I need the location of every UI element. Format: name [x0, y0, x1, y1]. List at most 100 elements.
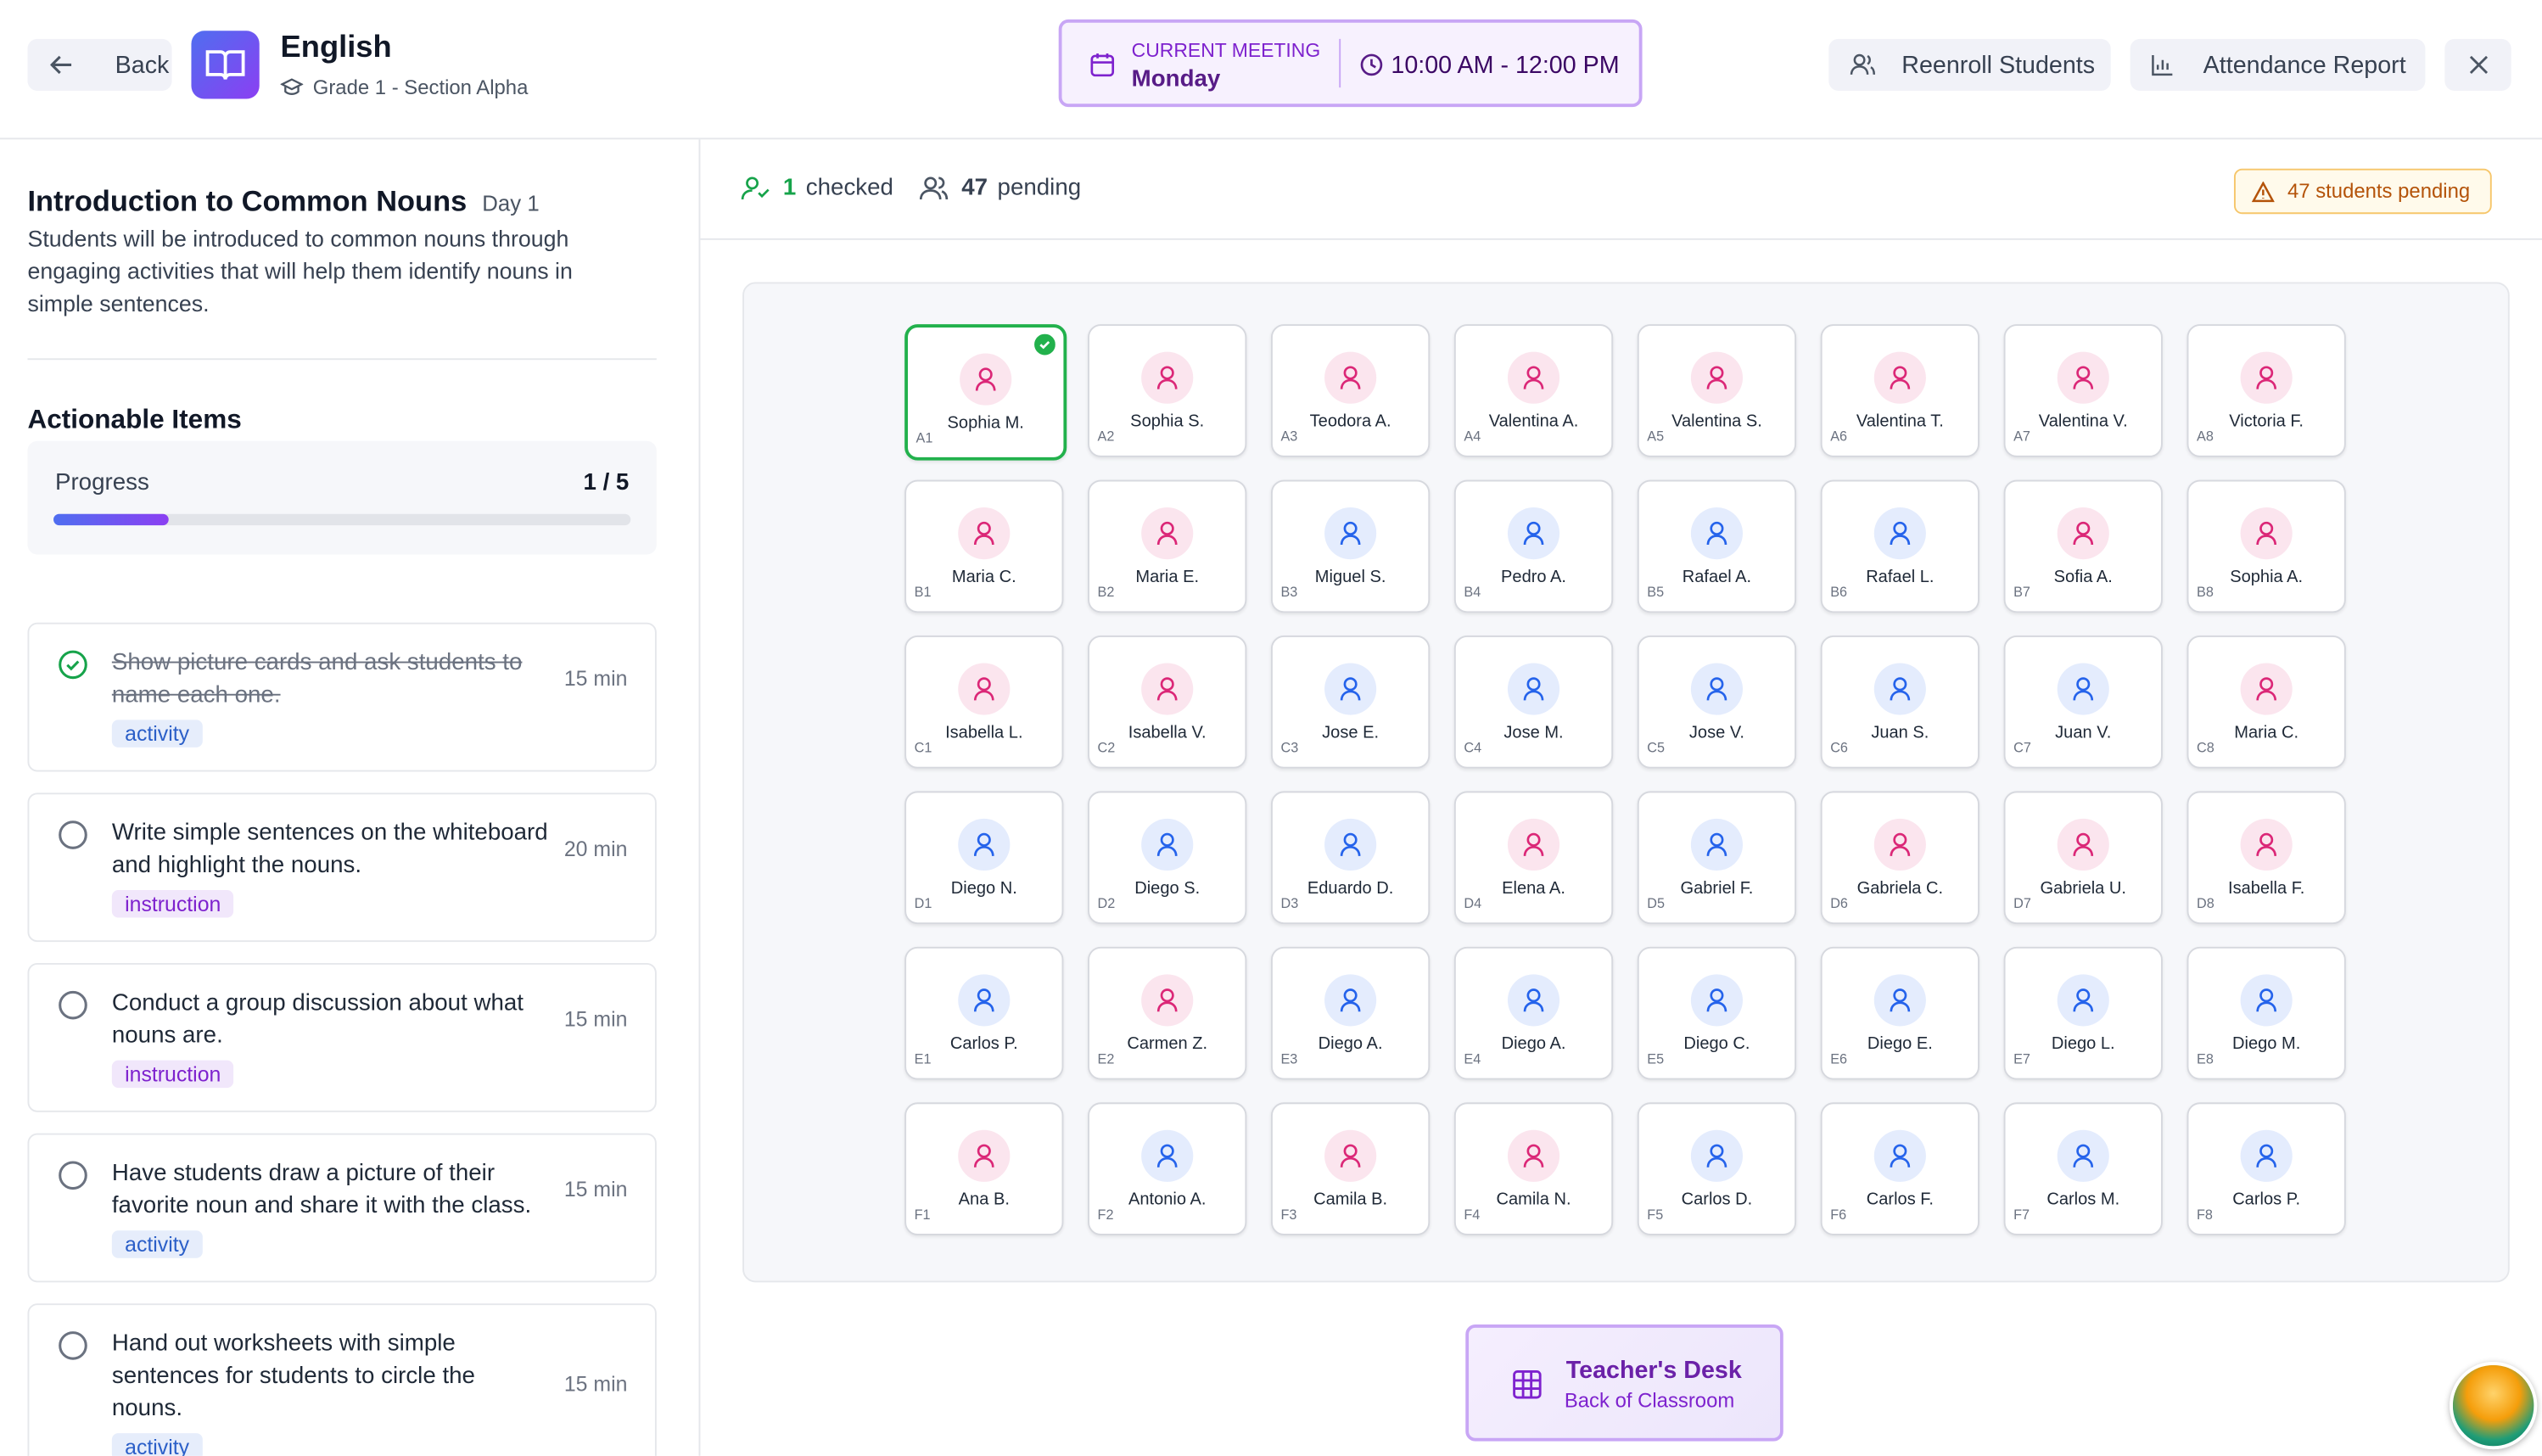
seat[interactable]: Gabriela U. D7: [2003, 791, 2163, 925]
seat[interactable]: Miguel S. B3: [1270, 479, 1431, 613]
seat[interactable]: Sophia S. A2: [1088, 324, 1247, 457]
seat[interactable]: Maria E. B2: [1088, 479, 1247, 613]
seat[interactable]: Rafael A. B5: [1637, 479, 1797, 613]
seat-avatar: [2057, 974, 2109, 1027]
seat[interactable]: Elena A. D4: [1453, 791, 1614, 925]
seat[interactable]: Sophia M. A1: [904, 324, 1067, 461]
seat[interactable]: Carlos P. F8: [2186, 1102, 2346, 1235]
seat[interactable]: Juan V. C7: [2003, 635, 2163, 769]
back-button[interactable]: Back: [27, 38, 172, 91]
seat-label: E6: [1830, 1050, 1848, 1067]
seat[interactable]: Carlos D. F5: [1637, 1102, 1797, 1235]
seat[interactable]: Eduardo D. D3: [1270, 791, 1431, 925]
seat-name: Camila N.: [1496, 1190, 1571, 1210]
seat-label: F7: [2013, 1206, 2030, 1223]
seat-label: C2: [1097, 739, 1116, 756]
item-tag: instruction: [111, 889, 234, 918]
seat[interactable]: Diego S. D2: [1088, 791, 1247, 925]
seat-label: A5: [1647, 428, 1665, 445]
attendance-button[interactable]: Attendance Report: [2130, 38, 2426, 91]
close-button[interactable]: [2444, 38, 2511, 91]
action-item[interactable]: Have students draw a picture of their fa…: [27, 1133, 657, 1283]
seat[interactable]: Teodora A. A3: [1270, 324, 1431, 457]
seat-label: C1: [914, 739, 932, 756]
seat-name: Diego E.: [1867, 1034, 1933, 1054]
action-item[interactable]: Show picture cards and ask students to n…: [27, 622, 657, 772]
seat[interactable]: Sofia A. B7: [2003, 479, 2163, 613]
seat-name: Carmen Z.: [1127, 1034, 1208, 1054]
seat-name: Valentina A.: [1488, 412, 1579, 432]
seat[interactable]: Ana B. F1: [904, 1102, 1064, 1235]
seat-name: Diego M.: [2232, 1034, 2301, 1054]
seat[interactable]: Camila N. F4: [1453, 1102, 1614, 1235]
seat-avatar: [2240, 507, 2293, 560]
seat[interactable]: Carmen Z. E2: [1088, 946, 1247, 1080]
seat-label: C4: [1464, 739, 1482, 756]
seat[interactable]: Carlos P. E1: [904, 946, 1064, 1080]
seat[interactable]: Sophia A. B8: [2186, 479, 2346, 613]
seat[interactable]: Camila B. F3: [1270, 1102, 1431, 1235]
seat[interactable]: Juan S. C6: [1820, 635, 1979, 769]
seat[interactable]: Jose E. C3: [1270, 635, 1431, 769]
check-done: [59, 650, 87, 680]
assistant-avatar[interactable]: [2450, 1361, 2538, 1450]
seat[interactable]: Valentina T. A6: [1820, 324, 1979, 457]
lesson-description: Students will be introduced to common no…: [27, 225, 573, 316]
seat[interactable]: Isabella L. C1: [904, 635, 1064, 769]
seat-label: E8: [2197, 1050, 2214, 1067]
seat[interactable]: Antonio A. F2: [1088, 1102, 1247, 1235]
seat[interactable]: Rafael L. B6: [1820, 479, 1979, 613]
seat[interactable]: Gabriel F. D5: [1637, 791, 1797, 925]
seat[interactable]: Diego M. E8: [2186, 946, 2346, 1080]
seat[interactable]: Victoria F. A8: [2186, 324, 2346, 457]
reenroll-button[interactable]: Reenroll Students: [1828, 38, 2111, 91]
seat-label: A3: [1280, 428, 1298, 445]
seat[interactable]: Isabella F. D8: [2186, 791, 2346, 925]
seat[interactable]: Valentina V. A7: [2003, 324, 2163, 457]
seat-avatar: [2057, 507, 2109, 560]
seat[interactable]: Isabella V. C2: [1088, 635, 1247, 769]
seat-avatar: [1873, 507, 1926, 560]
seat[interactable]: Diego L. E7: [2003, 946, 2163, 1080]
seat[interactable]: Maria C. C8: [2186, 635, 2346, 769]
seat-name: Carlos D.: [1681, 1190, 1753, 1210]
pending-label: pending: [997, 175, 1082, 201]
seat[interactable]: Diego A. E3: [1270, 946, 1431, 1080]
seat[interactable]: Diego E. E6: [1820, 946, 1979, 1080]
seat-name: Ana B.: [958, 1190, 1010, 1210]
seat[interactable]: Valentina A. A4: [1453, 324, 1614, 457]
seat[interactable]: Jose M. C4: [1453, 635, 1614, 769]
seat[interactable]: Maria C. B1: [904, 479, 1064, 613]
item-tag: instruction: [111, 1060, 234, 1089]
action-item[interactable]: Write simple sentences on the whiteboard…: [27, 792, 657, 943]
seat[interactable]: Diego C. E5: [1637, 946, 1797, 1080]
item-text: Conduct a group discussion about what no…: [111, 990, 524, 1050]
seat-name: Pedro A.: [1501, 567, 1567, 587]
seat-name: Jose E.: [1322, 723, 1380, 743]
attendance-label[interactable]: Attendance Report: [2203, 51, 2406, 79]
checked-label: checked: [805, 175, 893, 201]
seat[interactable]: Diego N. D1: [904, 791, 1064, 925]
section-label: Grade 1 - Section Alpha: [312, 76, 529, 99]
seat-name: Jose V.: [1688, 723, 1744, 743]
progress-count: 1/5: [583, 470, 629, 496]
seat[interactable]: Carlos M. F7: [2003, 1102, 2163, 1235]
seat-avatar: [2240, 1129, 2293, 1182]
seat-avatar: [1507, 974, 1560, 1027]
reenroll-label[interactable]: Reenroll Students: [1901, 51, 2096, 79]
progress-separator: /: [602, 470, 610, 496]
seat-label: A8: [2197, 428, 2214, 445]
action-item[interactable]: Hand out worksheets with simple sentence…: [27, 1303, 657, 1456]
seat[interactable]: Pedro A. B4: [1453, 479, 1614, 613]
seat-label: F5: [1647, 1206, 1664, 1223]
seat[interactable]: Diego A. E4: [1453, 946, 1614, 1080]
item-duration: 15 min: [563, 1006, 628, 1032]
seat[interactable]: Gabriela C. D6: [1820, 791, 1979, 925]
seat[interactable]: Valentina S. A5: [1637, 324, 1797, 457]
seat[interactable]: Carlos F. F6: [1820, 1102, 1979, 1235]
desk-subtitle: Back of Classroom: [1564, 1389, 1735, 1413]
back-label[interactable]: Back: [115, 51, 170, 79]
seat-name: Camila B.: [1313, 1190, 1388, 1210]
action-item[interactable]: Conduct a group discussion about what no…: [27, 962, 657, 1112]
seat[interactable]: Jose V. C5: [1637, 635, 1797, 769]
